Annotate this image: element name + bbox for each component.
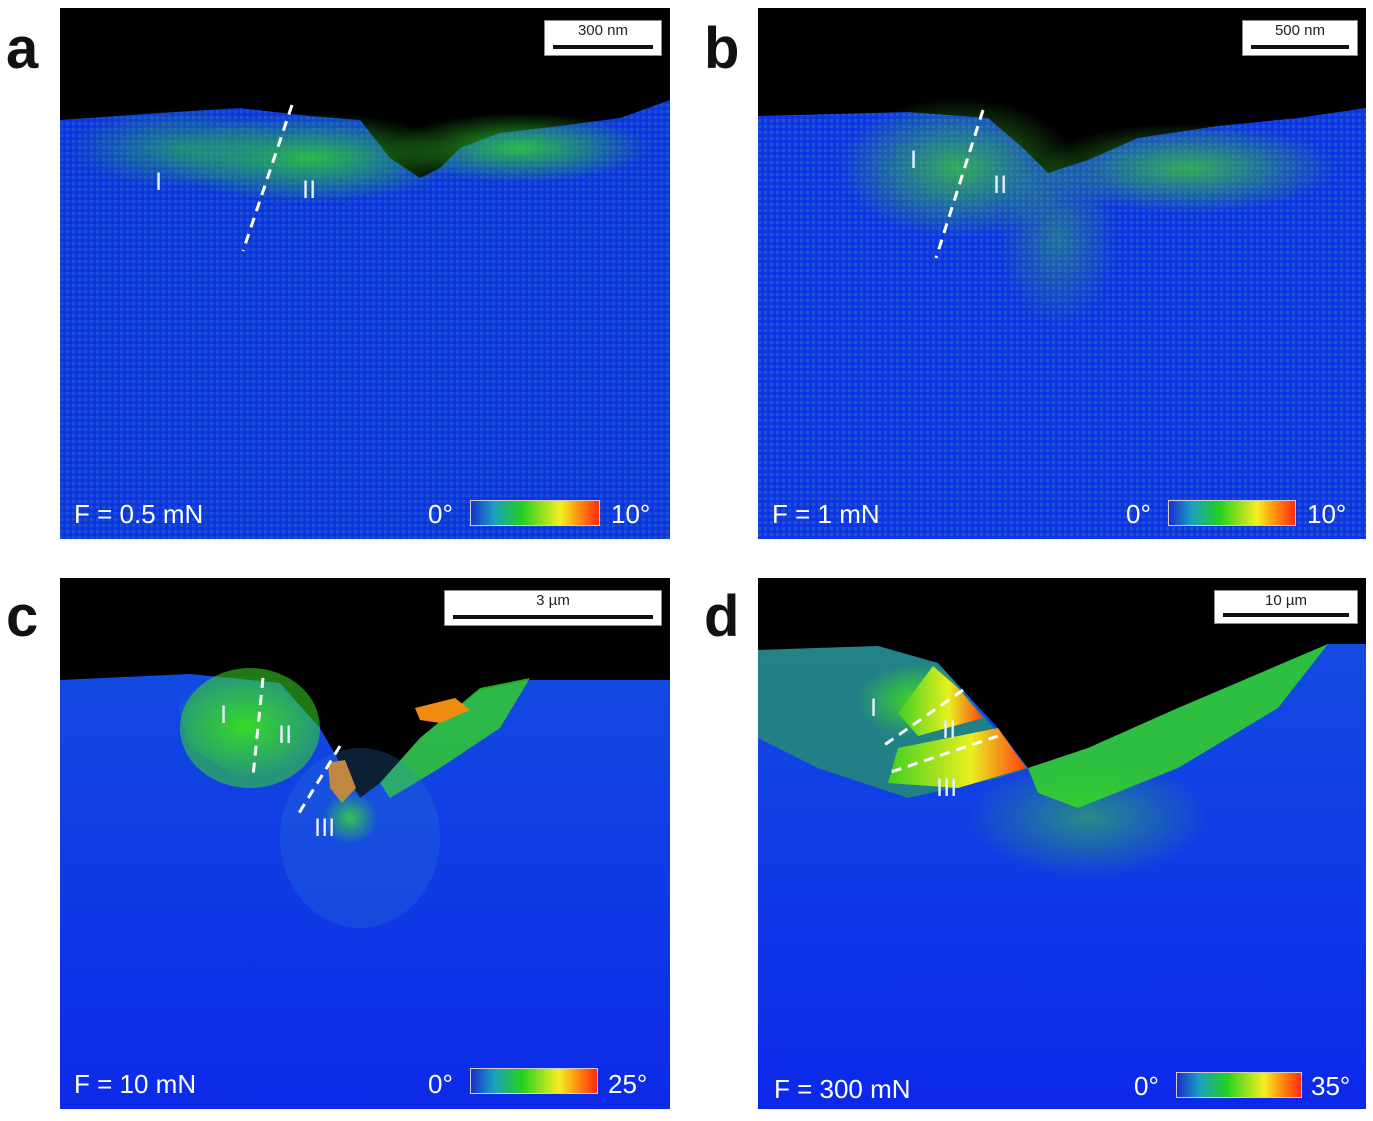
region-label-b-1: I: [910, 146, 918, 174]
panel-d-map: 10 µm I II III F = 300 mN 0° 35°: [758, 578, 1366, 1109]
colorbar-max-b: 10°: [1307, 499, 1347, 529]
region-label-b-2: II: [993, 171, 1008, 199]
misorientation-map-b: [758, 8, 1366, 539]
colorbar-a: [470, 500, 600, 526]
colorbar-min-d: 0°: [1134, 1071, 1159, 1101]
scale-bar-line-d: [1223, 613, 1349, 617]
scale-bar-line-b: [1251, 45, 1349, 49]
scale-bar-label-c: 3 µm: [536, 592, 570, 609]
colorbar-c: [470, 1068, 598, 1094]
misorientation-map-d: [758, 578, 1366, 1109]
boundary-line-a: [241, 104, 294, 252]
panel-letter-b: b: [704, 16, 740, 81]
colorbar-min-a: 0°: [428, 499, 453, 529]
panel-letter-a: a: [6, 16, 39, 81]
panel-b-map: 500 nm I II F = 1 mN 0° 10°: [758, 8, 1366, 539]
force-label-a: F = 0.5 mN: [74, 499, 204, 529]
panel-letter-d: d: [704, 584, 740, 649]
force-label-c: F = 10 mN: [74, 1069, 197, 1099]
region-label-c-3: III: [314, 814, 336, 842]
scale-bar-label-a: 300 nm: [577, 22, 629, 39]
boundary-line-d-2: [887, 734, 999, 775]
panel-c-map: 3 µm I II III F = 10 mN 0° 25°: [60, 578, 670, 1109]
misorientation-map-a: [60, 8, 670, 539]
region-label-c-1: I: [220, 701, 228, 729]
colorbar-b: [1168, 500, 1296, 526]
colorbar-min-c: 0°: [428, 1069, 453, 1099]
boundary-line-b: [934, 109, 985, 259]
region-label-a-2: II: [302, 176, 317, 204]
region-label-c-2: II: [278, 721, 293, 749]
scale-bar-b: 500 nm: [1242, 20, 1358, 56]
colorbar-max-c: 25°: [608, 1069, 648, 1099]
panel-a-map: 300 nm I II F = 0.5 mN 0° 10°: [60, 8, 670, 539]
region-label-d-2: II: [942, 716, 957, 744]
panel-letter-c: c: [6, 584, 39, 649]
misorientation-map-c: [60, 578, 670, 1109]
scale-bar-c: 3 µm: [444, 590, 662, 626]
scale-bar-label-d: 10 µm: [1265, 592, 1307, 609]
region-label-d-3: III: [936, 774, 958, 802]
boundary-line-c-2: [294, 745, 342, 819]
colorbar-max-d: 35°: [1311, 1071, 1351, 1101]
force-label-d: F = 300 mN: [774, 1074, 911, 1104]
force-label-b: F = 1 mN: [772, 499, 880, 529]
scale-bar-d: 10 µm: [1214, 590, 1358, 624]
scale-bar-a: 300 nm: [544, 20, 662, 56]
scale-bar-label-b: 500 nm: [1274, 22, 1326, 39]
region-label-d-1: I: [870, 694, 878, 722]
colorbar-min-b: 0°: [1126, 499, 1151, 529]
scale-bar-line-c: [453, 615, 653, 619]
scale-bar-line-a: [553, 45, 653, 49]
colorbar-max-a: 10°: [611, 499, 651, 529]
region-label-a-1: I: [155, 168, 163, 196]
colorbar-d: [1176, 1072, 1302, 1098]
